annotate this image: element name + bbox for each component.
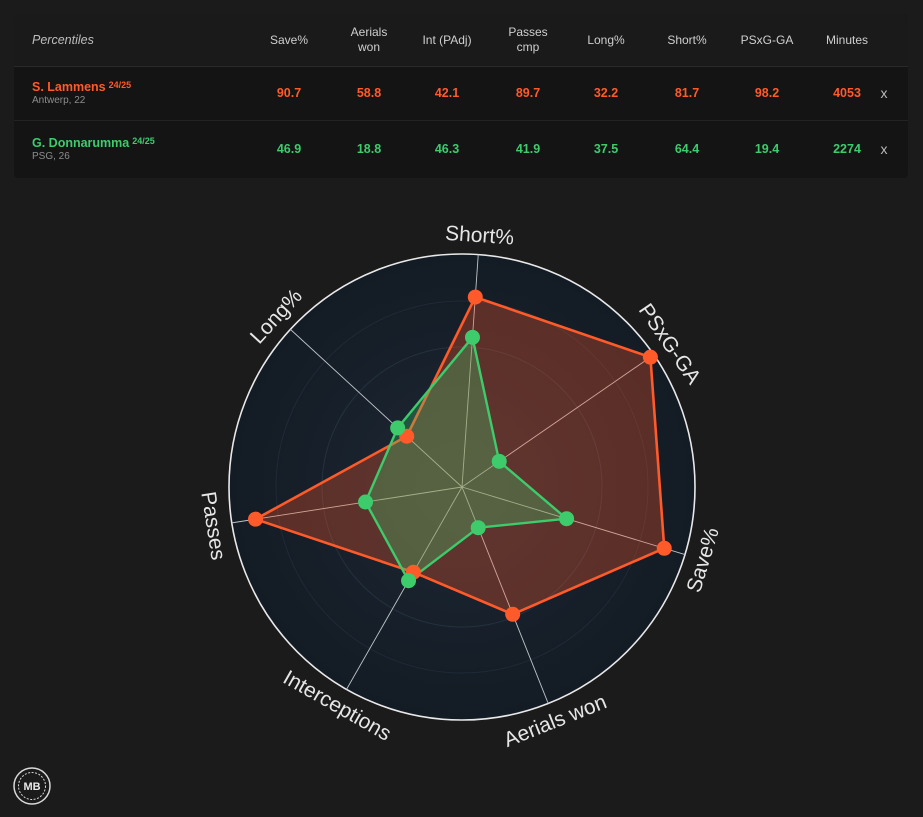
percentile-value: 46.3 [434,141,460,156]
data-point[interactable] [390,420,406,436]
column-header[interactable]: Int (PAdj) [422,32,472,47]
data-point[interactable] [467,289,483,305]
remove-player-button[interactable]: x [880,85,888,101]
column-header[interactable]: Aerials won [350,25,388,54]
radar-spoke [290,329,463,488]
percentile-value: 98.2 [754,85,780,100]
data-point[interactable] [642,349,658,365]
data-point[interactable] [559,511,575,527]
player-name: S. Lammens 24/25 [32,80,132,94]
radar-spoke [231,486,463,524]
data-point[interactable] [656,540,672,556]
player-cell: S. Lammens 24/25 Antwerp, 22 [32,66,131,120]
percentile-value: 90.7 [276,85,302,100]
data-point[interactable] [505,606,521,622]
column-header[interactable]: Short% [667,32,707,47]
data-point[interactable] [491,453,507,469]
remove-player-button[interactable]: x [880,141,888,157]
table-row: G. Donnarumma 24/25 PSG, 26 x 46.9 18.8 46.… [14,120,908,178]
svg-text:MB: MB [23,781,40,793]
axis-label: Short% [444,222,514,250]
data-point[interactable] [470,520,486,536]
player-name: G. Donnarumma 24/25 [32,136,155,150]
mb-logo: MB [13,767,51,805]
percentile-value: 64.4 [674,141,700,156]
percentile-value: 18.8 [356,141,382,156]
axis-label: Passes [196,490,229,562]
data-point[interactable] [464,329,480,345]
column-header[interactable]: Save% [269,32,309,47]
percentile-value: 19.4 [754,141,780,156]
data-point[interactable] [358,494,374,510]
radar-spoke [346,486,463,690]
percentile-value: 89.7 [515,85,541,100]
player-meta: Antwerp, 22 [32,95,86,106]
column-header[interactable]: PSxG-GA [740,32,794,47]
series-area [364,336,568,582]
table-title: Percentiles [32,33,94,47]
percentile-value: 32.2 [593,85,619,100]
percentile-value: 81.7 [674,85,700,100]
data-point[interactable] [401,573,417,589]
table-header-row: Percentiles Save% Aerials won Int (PAdj) Pa… [14,14,908,67]
series-area [254,295,666,616]
percentile-value: 37.5 [593,141,619,156]
column-header[interactable]: Passes cmp [508,25,548,54]
percentile-value: 58.8 [356,85,382,100]
percentile-value: 4053 [833,85,861,100]
column-header[interactable]: Long% [587,32,625,47]
column-header[interactable]: Minutes [825,32,869,47]
percentile-value: 41.9 [515,141,541,156]
percentile-value: 42.1 [434,85,460,100]
percentile-value: 46.9 [276,141,302,156]
radar-ring [275,300,649,674]
radar-ring [321,346,603,628]
player-meta: PSG, 26 [32,151,70,162]
table-row: S. Lammens 24/25 Antwerp, 22 x 90.7 58.8 42… [14,66,908,121]
player-cell: G. Donnarumma 24/25 PSG, 26 [32,120,155,178]
data-point[interactable] [247,511,263,527]
percentile-value: 2274 [833,141,861,156]
percentiles-table: Percentiles Save% Aerials won Int (PAdj) Pa… [14,14,908,178]
